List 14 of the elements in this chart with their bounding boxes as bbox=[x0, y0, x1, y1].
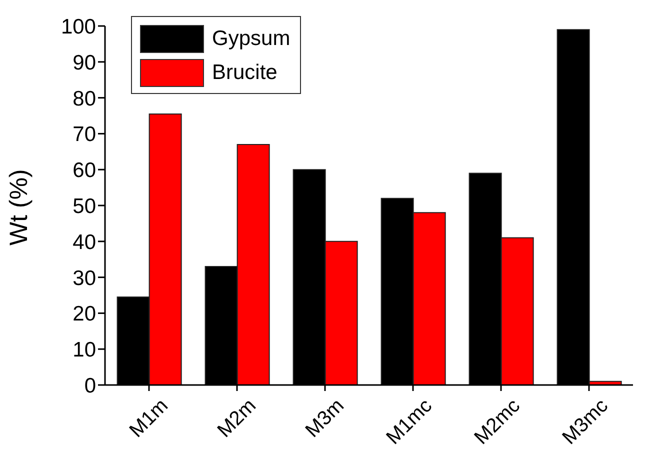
legend-label: Brucite bbox=[212, 61, 278, 85]
y-tick-label: 100 bbox=[60, 15, 96, 38]
y-tick-label: 50 bbox=[72, 194, 96, 218]
y-tick-label: 10 bbox=[72, 338, 96, 362]
y-axis-title: Wt (%) bbox=[4, 169, 33, 246]
y-tick-label: 70 bbox=[72, 123, 96, 146]
y-tick-label: 0 bbox=[84, 374, 96, 398]
y-tick-label: 20 bbox=[72, 302, 96, 326]
y-tick-label: 90 bbox=[72, 51, 96, 74]
legend-label: Gypsum bbox=[212, 27, 290, 51]
y-tick-label: 40 bbox=[72, 230, 96, 254]
y-tick-label: 80 bbox=[72, 87, 96, 110]
y-tick-label: 60 bbox=[72, 159, 96, 182]
y-tick-label: 30 bbox=[72, 266, 96, 290]
